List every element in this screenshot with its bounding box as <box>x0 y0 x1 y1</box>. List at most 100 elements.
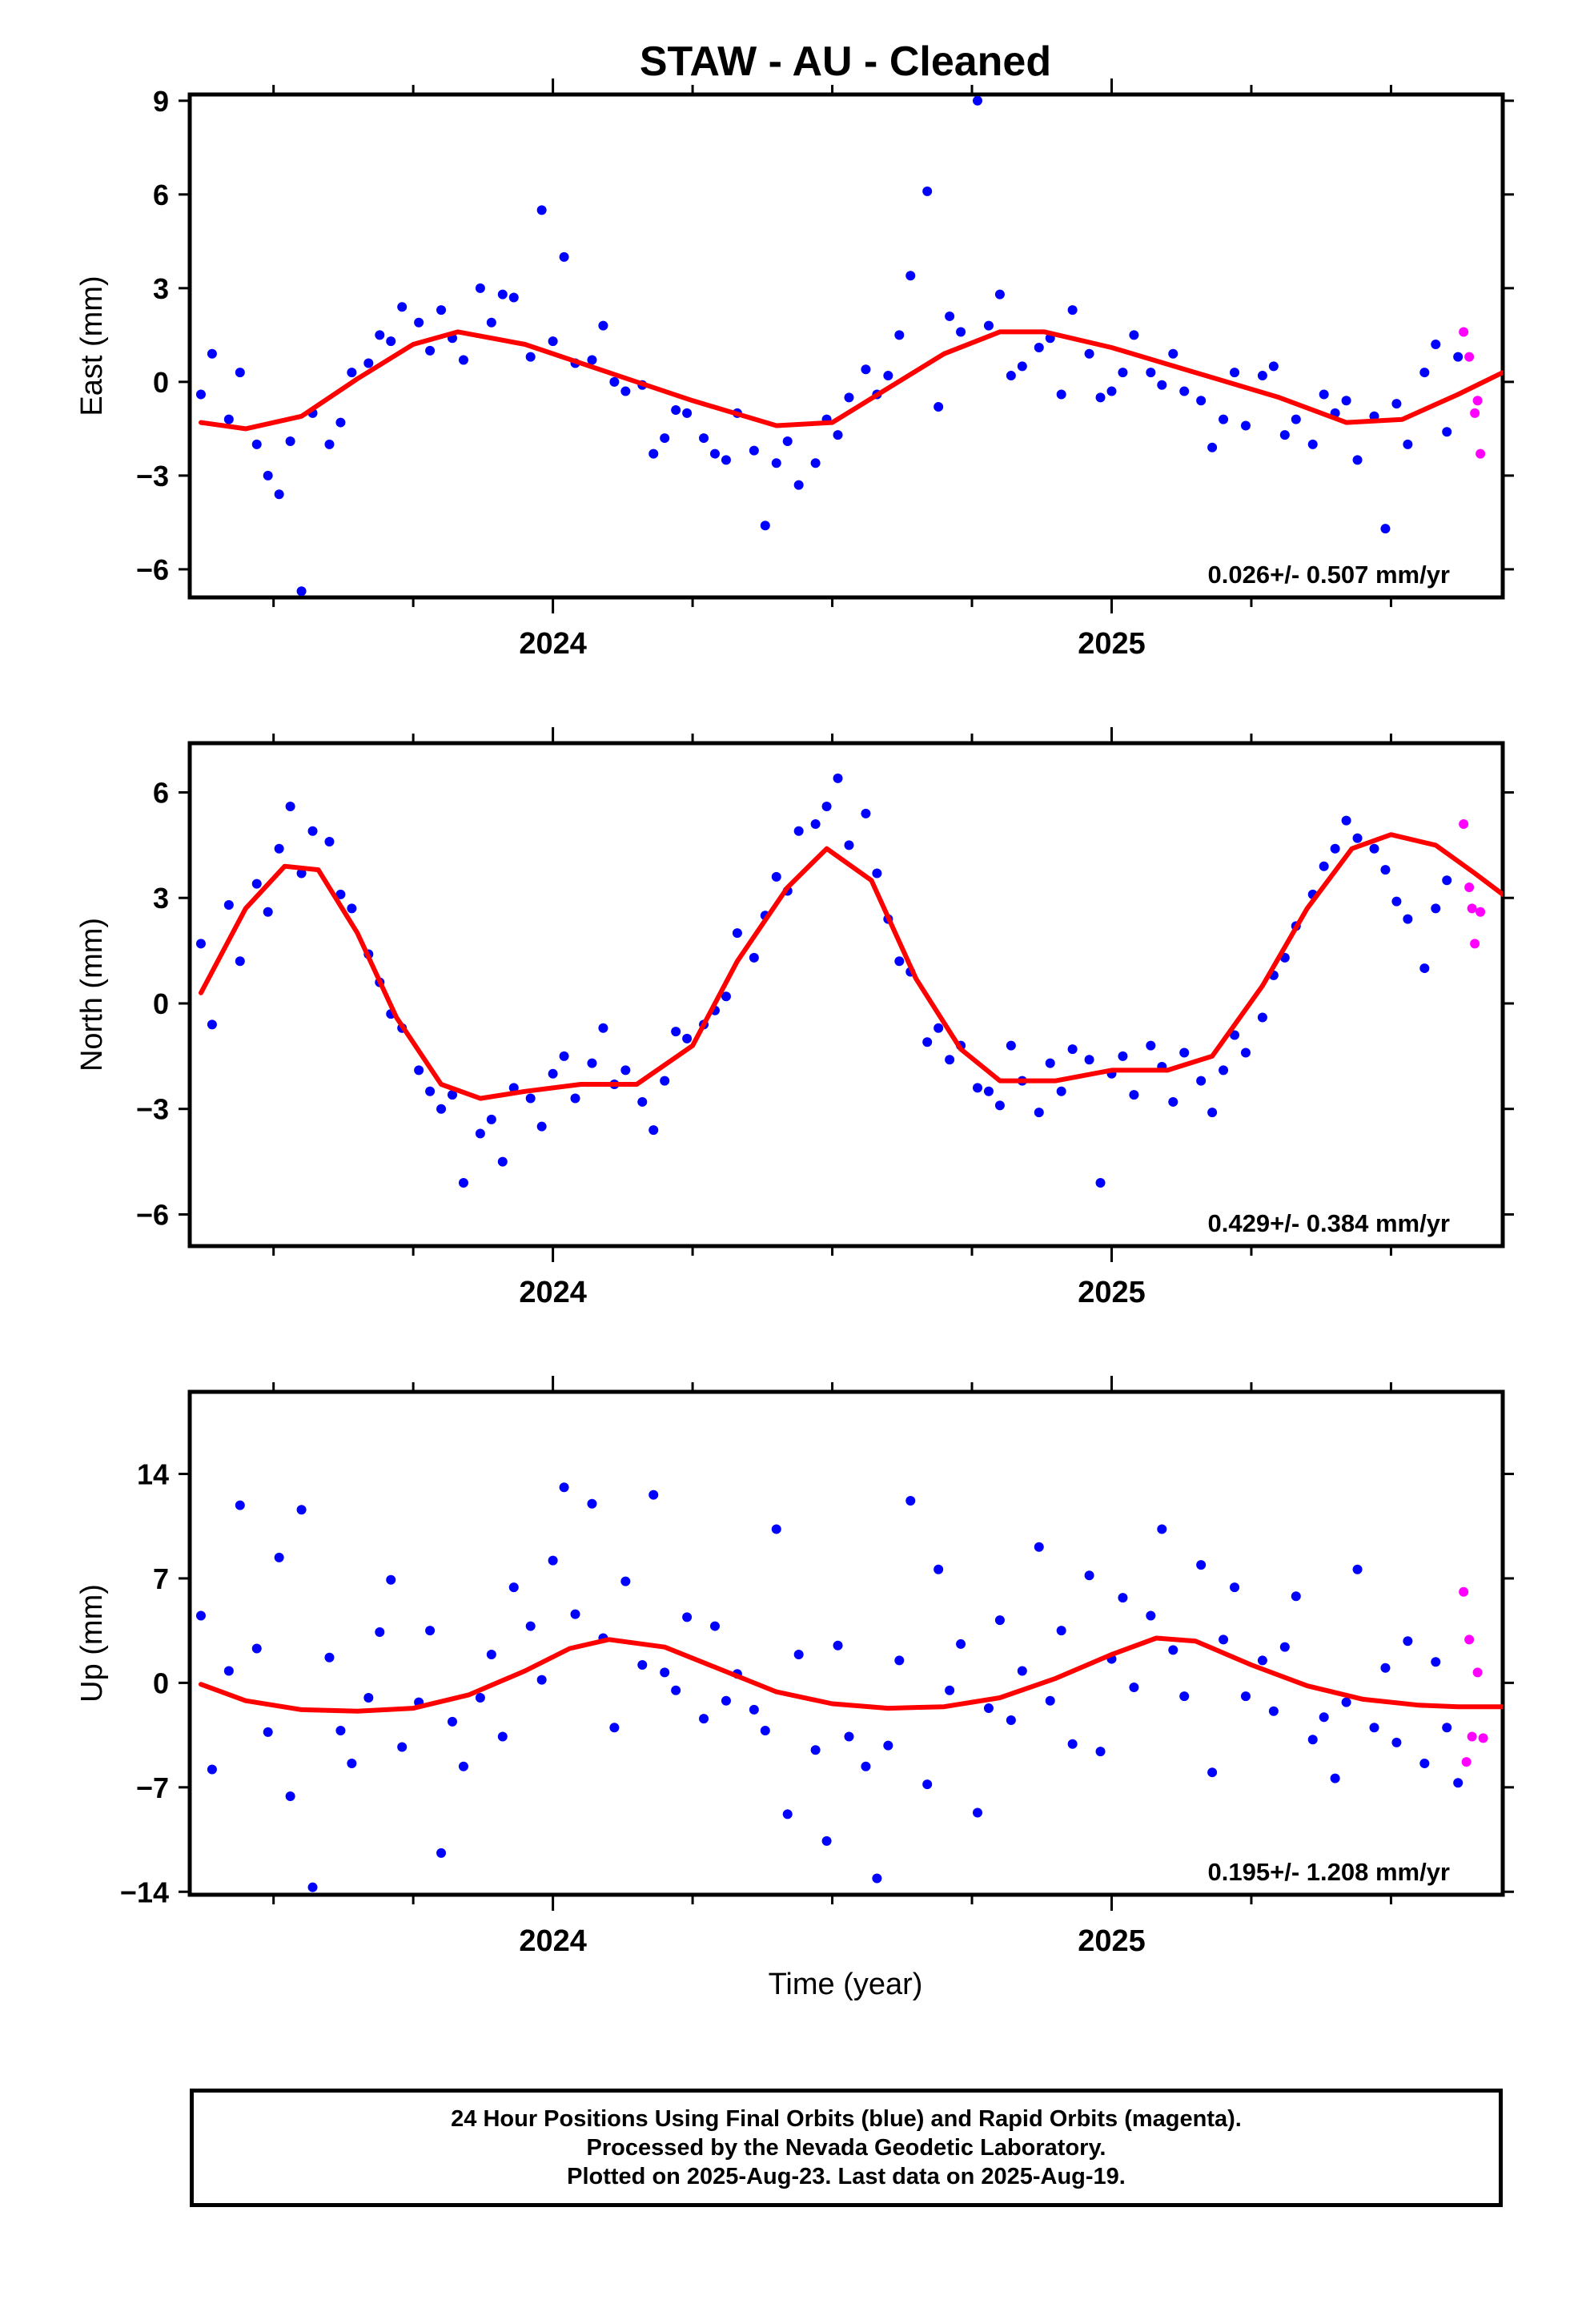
final-orbit-point <box>235 956 245 967</box>
final-orbit-point <box>1207 442 1218 452</box>
final-orbit-point <box>810 819 821 830</box>
final-orbit-point <box>207 348 217 359</box>
final-orbit-point <box>1179 386 1190 396</box>
up-frame <box>187 1389 1505 1897</box>
rapid-orbit-point <box>1472 396 1483 406</box>
final-orbit-point <box>637 1096 648 1107</box>
model-curve <box>199 832 1503 1101</box>
final-orbit-point <box>1095 392 1106 403</box>
final-orbit-point <box>436 1848 447 1858</box>
final-orbit-point <box>782 1809 793 1819</box>
up-panel: −14 −7 0 7 14 2024 2025 Up (mm) 0.195+/- 1.208 m… <box>75 1376 1514 1958</box>
final-orbit-point <box>1045 1695 1055 1706</box>
final-orbit-point <box>1207 1767 1218 1778</box>
final-orbit-point <box>637 1660 648 1671</box>
model-curve <box>199 1635 1503 1714</box>
final-orbit-point <box>335 889 346 899</box>
final-orbit-point <box>648 1490 659 1500</box>
final-orbit-point <box>1391 896 1402 907</box>
final-orbit-point <box>710 1621 720 1631</box>
final-orbit-point <box>682 1033 693 1043</box>
final-orbit-point <box>1056 1086 1066 1096</box>
y-tick-label: 7 <box>153 1562 169 1595</box>
final-orbit-point <box>425 1626 436 1636</box>
final-orbit-point <box>956 1638 966 1649</box>
x-tick-label: 2024 <box>519 627 587 661</box>
final-orbit-point <box>1095 1747 1106 1757</box>
final-orbit-point <box>375 1627 385 1638</box>
final-orbit-point <box>905 1496 916 1506</box>
final-orbit-point <box>324 1652 335 1663</box>
final-orbit-point <box>983 1703 994 1714</box>
final-orbit-point <box>782 436 793 446</box>
final-orbit-point <box>263 1727 273 1737</box>
final-orbit-point <box>699 433 709 444</box>
final-orbit-point <box>1168 348 1178 359</box>
final-orbit-point <box>771 871 781 882</box>
final-orbit-point <box>598 1023 608 1033</box>
final-orbit-point <box>721 991 731 1002</box>
final-orbit-point <box>1006 1040 1016 1051</box>
final-orbit-point <box>1219 1065 1229 1076</box>
rapid-orbit-point <box>1467 1731 1477 1742</box>
final-orbit-point <box>458 355 468 365</box>
final-orbit-point <box>1240 1047 1251 1058</box>
north-data <box>195 773 1503 1188</box>
final-orbit-point <box>1157 380 1167 390</box>
final-orbit-point <box>671 1027 681 1037</box>
final-orbit-point <box>833 1640 843 1651</box>
final-orbit-point <box>1056 389 1066 400</box>
final-orbit-point <box>844 840 854 850</box>
final-orbit-point <box>1431 903 1441 914</box>
final-orbit-point <box>861 1761 871 1771</box>
final-orbit-point <box>1352 833 1363 843</box>
final-orbit-point <box>810 458 821 468</box>
final-orbit-point <box>1207 1108 1218 1118</box>
final-orbit-point <box>525 1621 536 1631</box>
rapid-orbit-point <box>1464 1634 1475 1645</box>
footer-box: 24 Hour Positions Using Final Orbits (bl… <box>190 2089 1503 2207</box>
final-orbit-point <box>1257 1655 1267 1666</box>
final-orbit-point <box>324 836 335 846</box>
final-orbit-point <box>1442 427 1452 437</box>
final-orbit-point <box>1084 348 1094 359</box>
final-orbit-point <box>251 439 262 449</box>
y-tick-label: 0 <box>153 1667 169 1699</box>
final-orbit-point <box>771 1524 781 1534</box>
final-orbit-point <box>1129 1090 1139 1100</box>
east-rate-label: 0.026+/- 0.507 mm/yr <box>1208 561 1450 589</box>
final-orbit-point <box>1084 1570 1094 1581</box>
final-orbit-point <box>983 320 994 331</box>
final-orbit-point <box>833 773 843 783</box>
final-orbit-point <box>883 371 893 381</box>
final-orbit-point <box>263 907 273 917</box>
final-orbit-point <box>386 1574 396 1585</box>
final-orbit-point <box>1017 361 1027 372</box>
footer-line-3: Plotted on 2025-Aug-23. Last data on 202… <box>567 2164 1126 2189</box>
final-orbit-point <box>274 489 284 500</box>
final-orbit-point <box>1369 843 1379 854</box>
final-orbit-point <box>1006 1715 1016 1725</box>
final-orbit-point <box>397 1742 408 1752</box>
rapid-orbit-point <box>1459 1586 1469 1597</box>
east-frame <box>187 92 1505 600</box>
y-tick-label: 6 <box>153 776 169 809</box>
x-tick-label: 2025 <box>1078 1924 1146 1958</box>
final-orbit-point <box>1268 361 1279 372</box>
final-orbit-point <box>945 1685 955 1695</box>
final-orbit-point <box>375 330 385 340</box>
final-orbit-point <box>1442 875 1452 886</box>
final-orbit-point <box>609 376 620 387</box>
final-orbit-point <box>1095 1177 1106 1188</box>
final-orbit-point <box>1380 1663 1391 1673</box>
east-data <box>195 95 1503 597</box>
final-orbit-point <box>559 1482 569 1493</box>
final-orbit-point <box>1067 1739 1078 1749</box>
final-orbit-point <box>1118 368 1128 378</box>
final-orbit-point <box>833 430 843 440</box>
final-orbit-point <box>296 1505 307 1515</box>
final-orbit-point <box>671 404 681 415</box>
final-orbit-point <box>508 292 519 303</box>
final-orbit-point <box>1146 1040 1156 1051</box>
final-orbit-point <box>1419 963 1430 974</box>
